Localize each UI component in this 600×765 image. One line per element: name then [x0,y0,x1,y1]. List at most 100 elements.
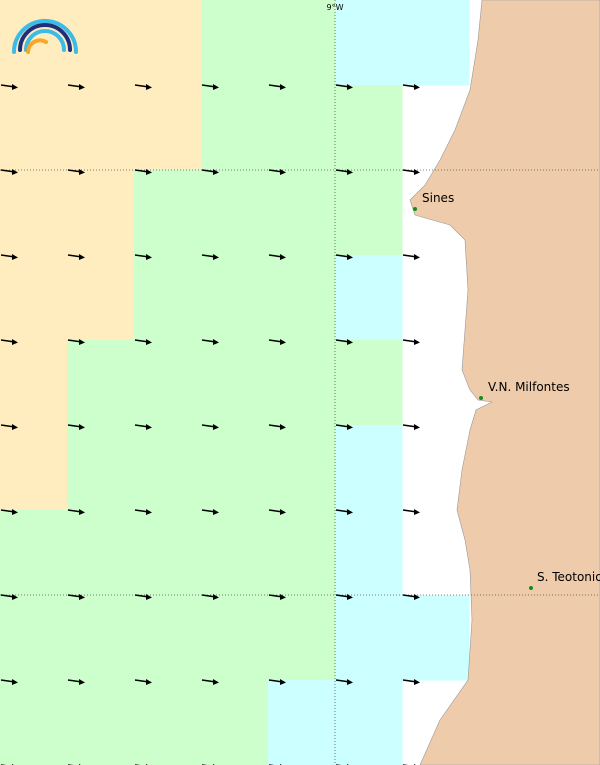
place-label: V.N. Milfontes [488,380,570,394]
wind-cell [335,0,403,86]
wind-arrow-head [347,84,353,90]
wind-cell [134,170,202,256]
wind-arrow-head [213,509,219,515]
place-dot [529,586,533,590]
wind-cell [201,425,269,511]
wind-arrow-head [347,254,353,260]
wind-arrow-head [79,84,85,90]
wind-cell [335,595,403,681]
land [409,0,600,765]
wind-arrows [0,84,420,765]
wind-cell [268,680,336,765]
wind-cell [268,170,336,256]
wind-cell [201,595,269,681]
wind-cell [268,85,336,171]
wind-cell [268,425,336,511]
wind-arrow-head [12,254,18,260]
wind-arrow-head [280,424,286,430]
wind-cell [201,170,269,256]
wind-arrow-head [146,424,152,430]
wind-arrow-head [213,84,219,90]
wind-arrow-head [12,679,18,685]
wind-arrow-head [280,679,286,685]
wind-cell [0,340,68,426]
wind-cell [335,510,403,596]
wind-arrow-head [79,594,85,600]
wind-arrow-head [280,339,286,345]
logo [12,19,78,54]
wind-cell [0,510,68,596]
wind-cell [201,510,269,596]
wind-cell [201,340,269,426]
wind-arrow-head [280,254,286,260]
wind-cell [268,510,336,596]
wind-cell [134,255,202,341]
wind-arrow-head [213,424,219,430]
wind-arrow-head [347,509,353,515]
wind-cell [67,255,135,341]
wind-arrow-head [280,509,286,515]
wind-cell [0,680,68,765]
wind-cell [134,595,202,681]
wind-arrow-head [347,169,353,175]
wind-cell [335,680,403,765]
wind-cell [201,255,269,341]
wind-cell [134,510,202,596]
wind-arrow-head [414,679,420,685]
wind-arrow-head [347,339,353,345]
wind-cell [335,170,403,256]
wind-arrow-head [12,594,18,600]
wind-arrow-head [414,254,420,260]
wind-arrow-head [414,424,420,430]
wind-arrow-head [414,594,420,600]
place-markers [413,207,533,590]
wind-cell [134,0,202,86]
wind-cells [0,0,470,765]
meridian-label: 9°W [327,3,344,12]
logo-arc [24,29,66,52]
wind-arrow-head [213,679,219,685]
wind-arrow-head [79,679,85,685]
wind-cell [67,0,135,86]
wind-cell [402,595,470,681]
logo-arc [26,38,48,54]
wind-cell [335,340,403,426]
wind-cell [67,425,135,511]
wind-arrow-head [146,509,152,515]
wind-arrow-head [12,339,18,345]
wind-cell [67,680,135,765]
logo-arc [18,23,72,52]
place-label: Sines [422,191,454,205]
wind-arrow-head [280,169,286,175]
wind-cell [67,510,135,596]
wind-arrow-head [79,424,85,430]
wind-arrow-head [280,84,286,90]
wind-cell [0,170,68,256]
wind-cell [0,595,68,681]
wind-cell [335,255,403,341]
wind-arrow-head [347,424,353,430]
wind-cell [268,340,336,426]
wind-arrow-head [146,339,152,345]
wind-arrow-head [79,339,85,345]
wind-cell [67,170,135,256]
wind-arrow-head [347,679,353,685]
wind-cell [402,0,470,86]
wind-arrow-head [280,594,286,600]
place-dot [479,396,483,400]
place-label: S. Teotonio [537,570,600,584]
wind-arrow-head [12,84,18,90]
wind-cell [268,0,336,86]
wind-arrow-head [213,169,219,175]
wind-arrow-head [12,424,18,430]
wind-cell [67,595,135,681]
wind-cell [0,425,68,511]
wind-cell [201,0,269,86]
wind-cell [268,255,336,341]
wind-arrow-head [414,169,420,175]
place-dot [413,207,417,211]
wind-cell [0,85,68,171]
wind-arrow-head [347,594,353,600]
